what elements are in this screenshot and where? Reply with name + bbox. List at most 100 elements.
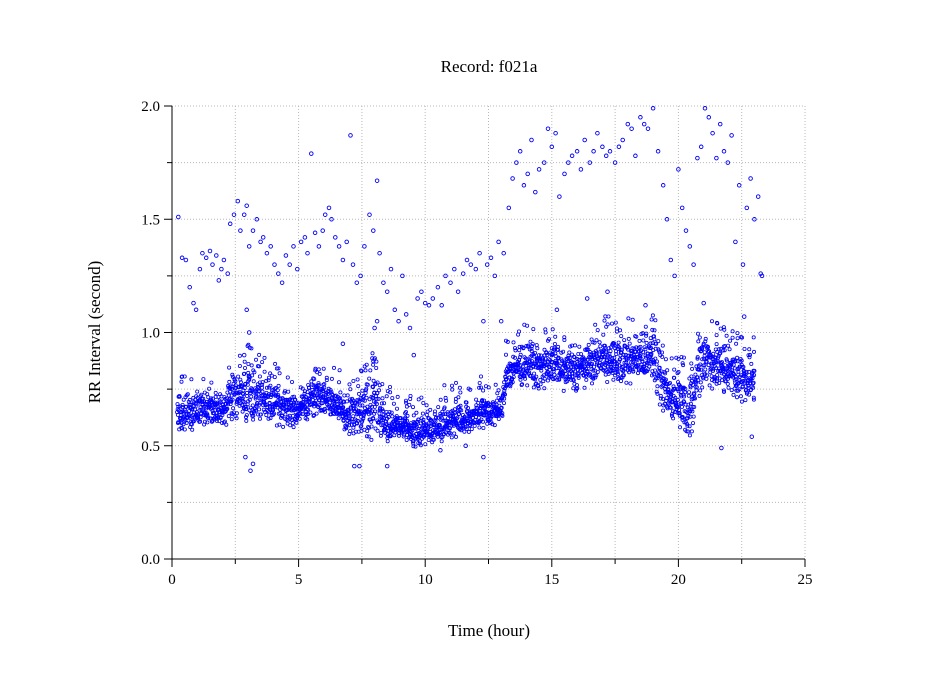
rr-point: [698, 388, 703, 393]
rr-point: [193, 401, 198, 406]
rr-point: [604, 348, 609, 353]
rr-point: [528, 373, 533, 378]
rr-outlier-point: [260, 235, 266, 240]
rr-point: [273, 361, 278, 366]
rr-outlier-point: [501, 250, 506, 256]
rr-point: [738, 394, 743, 399]
rr-point: [220, 412, 225, 417]
rr-point: [599, 362, 604, 367]
rr-point: [642, 345, 647, 350]
rr-point: [404, 425, 409, 430]
rr-point: [209, 380, 214, 385]
rr-point: [215, 401, 220, 406]
rr-point: [723, 363, 728, 368]
rr-point: [728, 367, 733, 372]
rr-outlier-point: [759, 273, 765, 279]
rr-point: [579, 352, 584, 357]
rr-point: [653, 346, 658, 351]
rr-point: [613, 373, 618, 378]
rr-point: [184, 404, 189, 409]
y-tick-label: 2.0: [141, 99, 160, 115]
rr-point: [242, 359, 247, 364]
rr-point: [647, 364, 652, 369]
rr-outlier-point: [258, 239, 263, 245]
rr-point: [658, 396, 663, 401]
rr-point: [741, 364, 746, 369]
rr-point: [696, 378, 701, 383]
rr-outlier-point: [419, 289, 424, 294]
rr-point: [337, 368, 342, 373]
rr-point: [190, 427, 195, 432]
rr-outlier-point: [354, 280, 360, 285]
rr-point: [521, 367, 526, 372]
rr-outlier-point: [298, 239, 304, 245]
rr-outlier-point: [603, 153, 609, 159]
rr-point: [225, 396, 230, 401]
rr-point: [370, 384, 375, 389]
rr-point: [561, 388, 566, 393]
rr-point: [624, 357, 629, 362]
rr-point: [502, 392, 507, 397]
rr-point: [735, 336, 740, 341]
rr-point: [552, 345, 557, 350]
rr-outlier-point: [481, 318, 486, 324]
x-tick-label: 20: [671, 572, 686, 588]
rr-outlier-point: [384, 463, 390, 469]
rr-point: [529, 348, 534, 353]
rr-point: [395, 394, 400, 399]
rr-point: [612, 355, 617, 360]
rr-point: [361, 393, 366, 398]
rr-point: [746, 383, 751, 388]
rr-point: [511, 374, 516, 379]
rr-point: [199, 392, 204, 397]
rr-outlier-point: [578, 167, 584, 172]
rr-point: [500, 411, 505, 416]
rr-point: [240, 402, 245, 407]
rr-point: [626, 316, 631, 321]
rr-outlier-point: [748, 176, 753, 181]
rr-point: [614, 352, 619, 357]
rr-point: [500, 413, 505, 418]
rr-point: [306, 382, 311, 387]
rr-outlier-point: [374, 178, 380, 183]
rr-point: [266, 416, 271, 421]
rr-point: [677, 411, 682, 416]
rr-point: [521, 345, 526, 350]
rr-point: [218, 415, 223, 420]
rr-point: [184, 411, 189, 416]
rr-point: [612, 341, 617, 346]
rr-point: [364, 362, 369, 367]
rr-outlier-point: [701, 300, 706, 306]
rr-outlier-point: [415, 296, 420, 301]
rr-point: [605, 379, 610, 384]
rr-point: [644, 333, 649, 338]
rr-point: [617, 359, 622, 364]
rr-point: [697, 393, 702, 398]
rr-outlier-point: [545, 126, 551, 131]
rr-point: [228, 386, 233, 391]
rr-point: [464, 400, 469, 405]
rr-point: [554, 361, 559, 366]
rr-point: [229, 411, 234, 416]
y-tick-label: 1.0: [141, 326, 160, 342]
rr-point: [266, 378, 271, 383]
rr-point: [216, 414, 221, 419]
rr-point: [592, 340, 597, 345]
rr-point: [474, 397, 479, 402]
rr-point: [234, 416, 239, 421]
rr-outlier-point: [549, 144, 555, 150]
rr-outlier-point: [566, 160, 571, 165]
rr-point: [536, 384, 541, 389]
rr-outlier-point: [643, 303, 648, 308]
rr-point: [681, 355, 686, 360]
rr-outlier-point: [691, 262, 696, 267]
rr-point: [435, 434, 440, 439]
rr-point: [180, 402, 185, 407]
rr-outlier-point: [492, 273, 498, 279]
rr-point: [650, 369, 655, 374]
rr-point: [523, 376, 528, 381]
rr-outlier-point: [248, 468, 253, 473]
rr-point: [379, 430, 384, 435]
rr-point: [698, 380, 703, 385]
